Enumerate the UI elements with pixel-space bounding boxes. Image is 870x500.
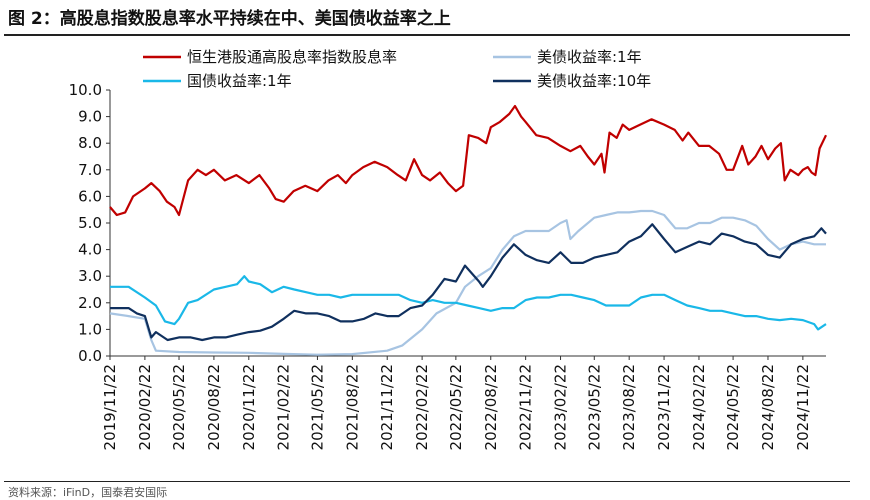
x-tick-label: 2023/02/22 xyxy=(552,364,570,450)
x-tick-label: 2020/02/22 xyxy=(136,364,154,450)
x-tick-label: 2021/11/22 xyxy=(378,364,396,450)
x-tick-label: 2020/05/22 xyxy=(170,364,188,450)
x-axis: 2019/11/22 2020/02/22 2020/05/22 2020/08/22… xyxy=(101,355,826,450)
legend-label-4: 美债收益率:10年 xyxy=(537,72,651,90)
figure-title: 图 2：高股息指数股息率水平持续在中、美国债收益率之上 xyxy=(8,9,451,29)
y-tick-label: 9.0 xyxy=(78,108,102,126)
y-tick-label: 7.0 xyxy=(78,161,102,179)
x-tick-label: 2023/05/22 xyxy=(585,364,603,450)
x-tick-label: 2022/02/22 xyxy=(413,364,431,450)
x-tick-label: 2023/11/22 xyxy=(655,364,673,450)
y-tick-label: 5.0 xyxy=(78,214,102,232)
x-tick-label: 2021/02/22 xyxy=(275,364,293,450)
y-tick-label: 1.0 xyxy=(78,320,102,338)
x-tick-label: 2022/08/22 xyxy=(482,364,500,450)
x-tick-label: 2022/05/22 xyxy=(447,364,465,450)
x-tick-label: 2024/02/22 xyxy=(690,364,708,450)
x-tick-label: 2024/11/22 xyxy=(794,364,812,450)
x-tick-label: 2019/11/22 xyxy=(101,364,119,450)
series-line-1 xyxy=(109,104,827,217)
x-tick-label: 2024/05/22 xyxy=(724,364,742,450)
y-tick-label: 8.0 xyxy=(78,134,102,152)
y-tick-label: 4.0 xyxy=(78,241,102,259)
x-tick-label: 2020/11/22 xyxy=(240,364,258,450)
x-tick-label: 2024/08/22 xyxy=(759,364,777,450)
legend-label-2: 美债收益率:1年 xyxy=(537,48,642,66)
source-note: 资料来源：iFinD，国泰君安国际 xyxy=(8,486,168,499)
y-tick-label: 6.0 xyxy=(78,187,102,205)
series-line-3 xyxy=(110,275,827,331)
legend-label-1: 恒生港股通高股息率指数股息率 xyxy=(187,48,397,66)
plot-area xyxy=(109,104,827,356)
y-tick-label: 0.0 xyxy=(78,347,102,365)
y-tick-label: 3.0 xyxy=(78,267,102,285)
y-tick-label: 2.0 xyxy=(78,294,102,312)
bottom-divider xyxy=(4,481,850,482)
legend-label-3: 国债收益率:1年 xyxy=(187,72,292,90)
x-tick-label: 2021/08/22 xyxy=(343,364,361,450)
x-tick-label: 2020/08/22 xyxy=(205,364,223,450)
y-tick-label: 10.0 xyxy=(69,81,102,99)
x-tick-label: 2022/11/22 xyxy=(517,364,535,450)
series-line-4 xyxy=(110,223,827,342)
series-line-2 xyxy=(109,209,826,356)
title-divider xyxy=(4,34,850,36)
x-tick-label: 2023/08/22 xyxy=(620,364,638,450)
y-axis: 0.0 1.0 2.0 3.0 4.0 5.0 6.0 7.0 8.0 9.0 10.0 xyxy=(69,81,111,365)
x-tick-label: 2021/05/22 xyxy=(308,364,326,450)
